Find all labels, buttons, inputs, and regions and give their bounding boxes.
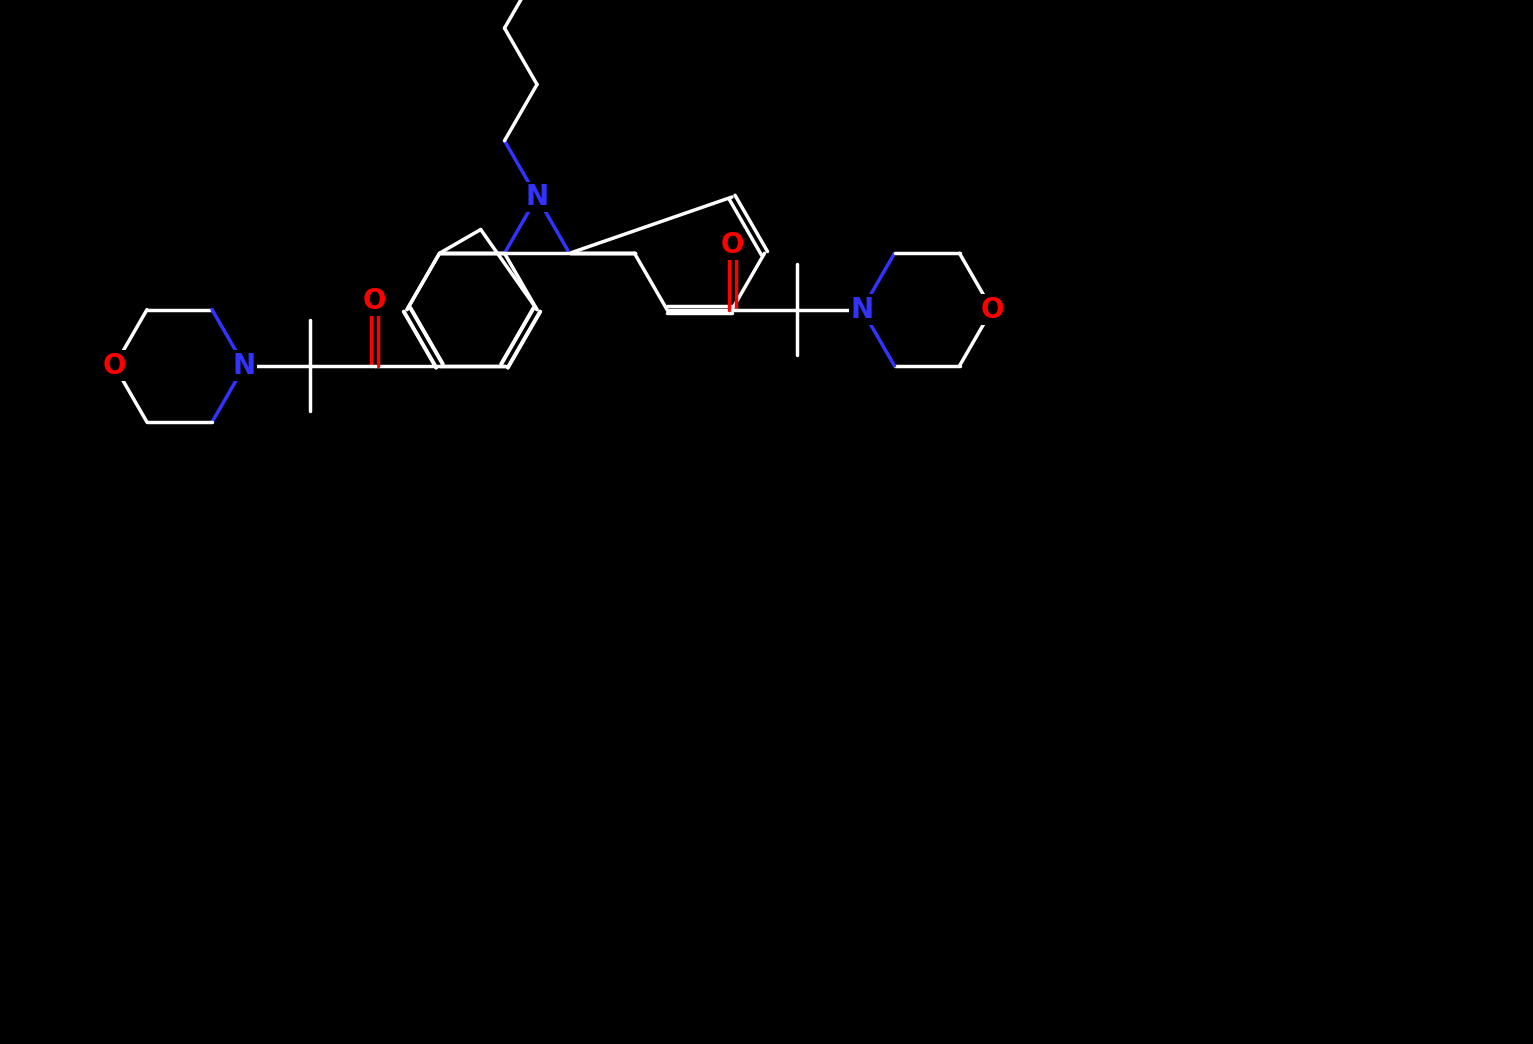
Text: O: O (721, 231, 744, 259)
Text: N: N (851, 295, 874, 324)
Text: O: O (103, 352, 126, 380)
Text: O: O (980, 295, 1004, 324)
Text: N: N (233, 352, 256, 380)
Text: O: O (363, 287, 386, 315)
Text: N: N (526, 183, 549, 211)
